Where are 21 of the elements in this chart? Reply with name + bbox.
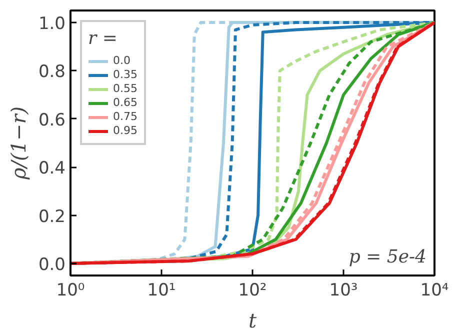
legend-label: 0.95 bbox=[113, 124, 138, 137]
legend-label: 0.0 bbox=[113, 54, 132, 67]
y-tick-label: 0.0 bbox=[38, 254, 66, 275]
legend-label: 0.65 bbox=[113, 96, 138, 109]
y-axis-title: ρ/(1−r) bbox=[6, 106, 30, 181]
x-tick-label: 10² bbox=[238, 280, 267, 300]
y-tick-label: 0.4 bbox=[38, 158, 66, 179]
annotation: p = 5e-4 bbox=[348, 246, 426, 268]
y-tick-label: 1.0 bbox=[38, 14, 66, 34]
legend-label: 0.75 bbox=[113, 110, 138, 123]
legend-title: r = bbox=[88, 28, 118, 49]
legend-label: 0.35 bbox=[113, 68, 138, 81]
x-tick-label: 10⁰ bbox=[56, 280, 85, 300]
y-tick-label: 0.8 bbox=[38, 62, 66, 82]
x-axis-title: t bbox=[248, 308, 258, 332]
y-tick-label: 0.2 bbox=[38, 206, 66, 227]
x-tick-label: 10⁴ bbox=[420, 280, 449, 300]
y-tick-label: 0.6 bbox=[38, 110, 66, 130]
legend-label: 0.55 bbox=[113, 82, 138, 95]
x-tick-label: 10³ bbox=[329, 280, 358, 300]
x-tick-label: 10¹ bbox=[147, 280, 176, 300]
